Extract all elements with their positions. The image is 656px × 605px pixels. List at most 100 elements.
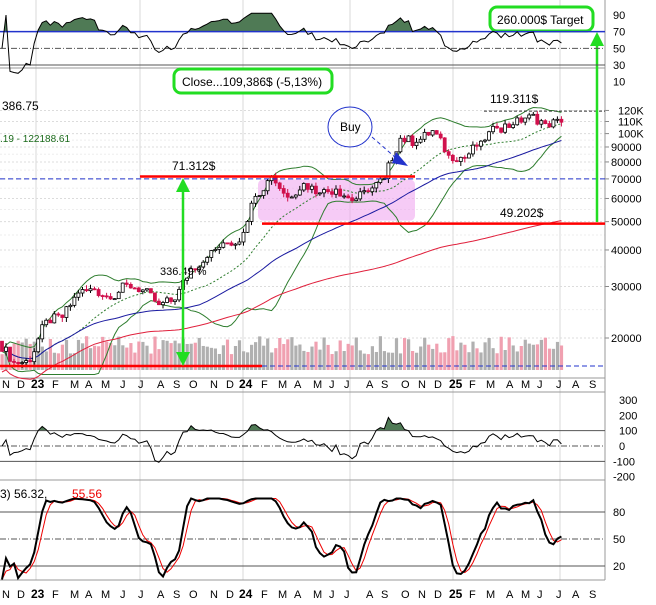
candle-up [491,125,495,133]
candle-up [342,195,347,198]
volume-bar [403,338,407,370]
candle-up [523,117,528,123]
volume-bar [467,352,471,370]
candle-up [398,137,403,153]
volume-bar [44,351,48,370]
volume-bar [270,352,274,370]
candle-down [438,133,443,139]
volume-bar [330,354,334,370]
x-tick-label: M [278,589,287,601]
x-tick-label: F [261,589,268,601]
cci-tick-label: 300 [619,395,637,407]
volume-bar [447,338,451,370]
candle-down [519,117,524,123]
volume-bar [24,338,28,370]
close-box [172,67,334,95]
candle-up [511,124,516,128]
candle-up [265,180,270,192]
candle-up [116,291,121,300]
candle-down [495,125,499,129]
candle-up [245,221,250,233]
volume-bar [85,336,89,370]
close-label: Close...109,386$ (-5,13%) [182,75,322,89]
volume-bar [20,342,24,370]
candle-up [237,241,242,245]
volume-bar [48,338,52,370]
candle-up [322,189,326,194]
x-tick-label: M [278,379,287,391]
candle-down [169,297,173,302]
candle-up [257,195,262,197]
volume-bar [266,338,270,370]
x-tick-label: D [434,589,442,601]
volume-bar [117,336,121,370]
volume-bar [133,352,137,370]
candle-up [374,182,379,189]
x-tick-label: 25 [449,587,463,601]
candle-down [156,300,161,306]
stoch-panel [0,480,605,580]
x-tick-label: M [70,589,79,601]
x-tick-label: F [469,589,476,601]
candle-down [305,183,310,190]
candle-up [297,189,302,196]
volume-bar [503,350,507,370]
candle-up [140,289,145,293]
volume-bar [531,344,535,370]
x-tick-label: J [537,379,543,391]
candle-down [350,197,355,202]
volume-bar [229,354,234,370]
candle-up [539,120,544,125]
candle-up [515,117,520,126]
volume-bar [173,340,177,370]
x-tick-label: 23 [31,587,45,601]
x-tick-label: A [572,379,580,391]
volume-bar [547,348,552,370]
x-tick-label: D [226,589,234,601]
volume-bar [302,350,306,370]
volume-bar [286,339,290,370]
candle-up [52,313,57,324]
x-tick-label: S [173,589,180,601]
x-tick-label: J [329,379,335,391]
x-tick-label: M [486,379,495,391]
price-tick-label: 120K [618,105,644,117]
x-tick-label: A [157,589,165,601]
volume-bar [483,342,487,370]
candle-up [221,242,226,248]
candle-down [326,189,330,193]
volume-bar [523,339,527,370]
candle-up [458,156,463,162]
candle-down [8,346,12,362]
candle-up [24,360,29,363]
x-tick-label: J [556,379,562,391]
arrow-down-icon [176,352,190,366]
x-tick-label: D [17,379,25,391]
candle-down [229,242,234,246]
stoch-tick-label: 20 [613,561,625,573]
candle-up [213,249,218,251]
x-tick-label: O [401,379,410,391]
volume-bar [495,353,499,370]
volume-bar [390,352,395,370]
x-tick-label: S [173,379,180,391]
candle-down [547,123,552,128]
candle-up [205,257,210,263]
candle-up [503,123,508,133]
price-tick-label: 30000 [611,282,642,294]
volume-bar [507,337,511,370]
volume-bar [161,340,165,370]
volume-bar [52,352,56,370]
candle-down [507,123,512,128]
stoch-d-line [1,498,562,580]
x-tick-label: N [210,589,218,601]
candle-down [559,118,564,123]
volume-bar [475,348,479,370]
candle-up [161,302,165,306]
target-arrow-icon [590,32,604,46]
volume-bar [310,346,314,370]
price-tick-label: 90000 [611,142,642,154]
candle-up [527,114,532,119]
x-tick-label: A [506,379,514,391]
x-tick-label: N [2,379,10,391]
